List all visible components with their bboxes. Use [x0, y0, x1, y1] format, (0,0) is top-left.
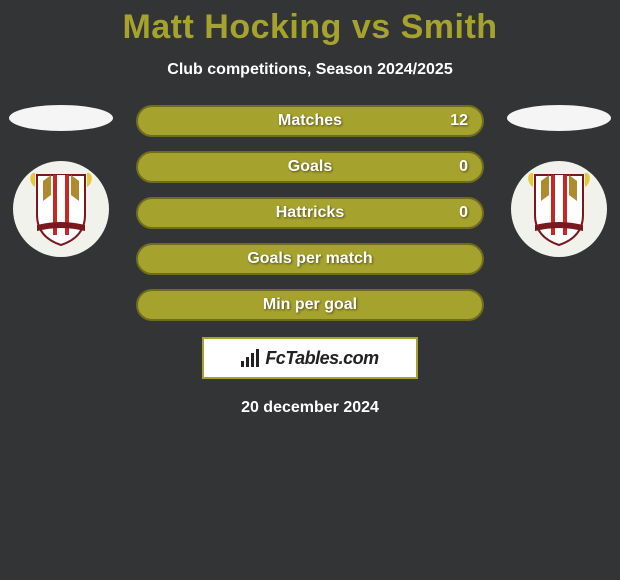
- right-club-crest: [511, 161, 607, 257]
- page-subtitle: Club competitions, Season 2024/2025: [0, 61, 620, 79]
- left-flag-oval: [9, 105, 113, 131]
- stat-label: Matches: [278, 112, 342, 130]
- stat-label: Goals: [288, 158, 332, 176]
- left-player-column: [6, 105, 116, 257]
- stat-label: Hattricks: [276, 204, 344, 222]
- stat-bar-matches: Matches 12: [136, 105, 484, 137]
- stat-bar-goals: Goals 0: [136, 151, 484, 183]
- page-title: Matt Hocking vs Smith: [0, 0, 620, 47]
- right-flag-oval: [507, 105, 611, 131]
- logo-text: FcTables.com: [265, 348, 378, 369]
- stat-value-right: 0: [459, 158, 468, 176]
- bar-chart-icon: [241, 349, 259, 367]
- date: 20 december 2024: [0, 399, 620, 417]
- comparison-content: Matches 12 Goals 0 Hattricks 0 Goals per…: [0, 105, 620, 321]
- stat-label: Goals per match: [247, 250, 372, 268]
- stat-bar-min-per-goal: Min per goal: [136, 289, 484, 321]
- stat-bar-hattricks: Hattricks 0: [136, 197, 484, 229]
- crest-icon: [525, 169, 593, 249]
- stat-value-right: 12: [450, 112, 468, 130]
- left-club-crest: [13, 161, 109, 257]
- source-logo: FcTables.com: [202, 337, 418, 379]
- right-player-column: [504, 105, 614, 257]
- crest-icon: [27, 169, 95, 249]
- stat-label: Min per goal: [263, 296, 357, 314]
- stat-bar-goals-per-match: Goals per match: [136, 243, 484, 275]
- stat-value-right: 0: [459, 204, 468, 222]
- stats-column: Matches 12 Goals 0 Hattricks 0 Goals per…: [136, 105, 484, 321]
